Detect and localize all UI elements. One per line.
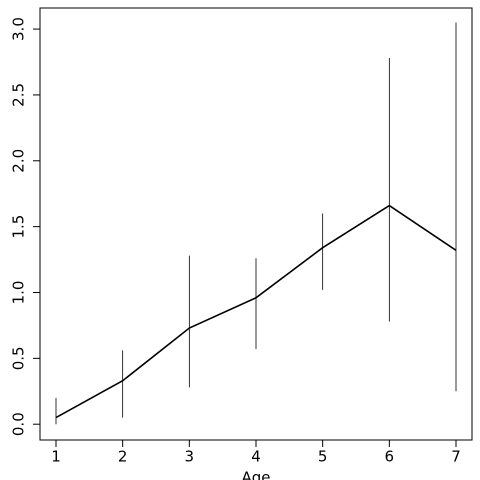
y-tick-label: 0.0 (10, 412, 28, 436)
y-tick-label: 2.0 (10, 149, 28, 173)
y-tick-label: 2.5 (10, 83, 28, 107)
x-tick-label: 5 (318, 448, 328, 466)
plot-frame (39, 7, 473, 441)
x-tick-label: 3 (185, 448, 195, 466)
y-tick-label: 1.0 (10, 281, 28, 305)
data-line (55, 204, 457, 419)
y-tick-label: 0.5 (10, 346, 28, 370)
x-tick-label: 4 (251, 448, 261, 466)
y-tick-label: 1.5 (10, 215, 28, 239)
x-axis-label: Age (241, 469, 270, 480)
x-tick-label: 1 (51, 448, 61, 466)
y-tick-label: 3.0 (10, 17, 28, 41)
x-tick-label: 7 (451, 448, 461, 466)
x-tick-label: 2 (118, 448, 128, 466)
x-tick-label: 6 (385, 448, 395, 466)
